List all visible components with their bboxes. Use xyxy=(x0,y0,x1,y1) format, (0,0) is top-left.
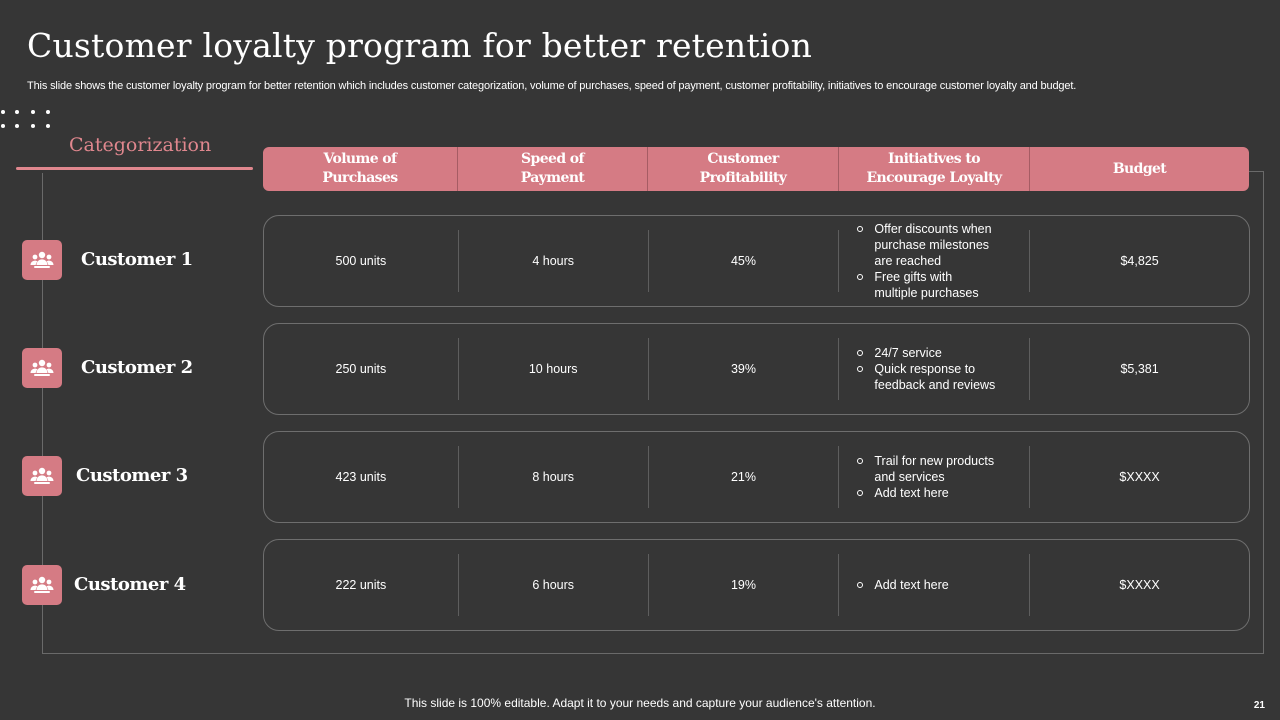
header-speed: Speed of Payment xyxy=(458,147,648,191)
speed-cell: 6 hours xyxy=(459,554,649,616)
table-row: 250 units 10 hours 39% 24/7 service Quic… xyxy=(263,323,1250,415)
volume-cell: 222 units xyxy=(264,554,459,616)
users-group-icon xyxy=(22,348,62,388)
header-initiatives: Initiatives to Encourage Loyalty xyxy=(839,147,1030,191)
initiative-item: Free gifts with multiple purchases xyxy=(855,269,991,301)
table-row: 423 units 8 hours 21% Trail for new prod… xyxy=(263,431,1250,523)
table-row: 500 units 4 hours 45% Offer discounts wh… xyxy=(263,215,1250,307)
users-group-icon xyxy=(22,565,62,605)
profitability-cell: 39% xyxy=(649,338,840,400)
initiatives-cell: Trail for new products and services Add … xyxy=(839,446,1031,508)
budget-cell: $5,381 xyxy=(1120,362,1159,376)
profitability-cell: 45% xyxy=(649,230,840,292)
volume-cell: 500 units xyxy=(264,230,459,292)
profitability-cell: 19% xyxy=(649,554,840,616)
table-header: Volume of Purchases Speed of Payment Cus… xyxy=(263,147,1249,191)
budget-cell: $XXXX xyxy=(1119,470,1160,484)
initiative-item: Add text here xyxy=(855,485,994,501)
initiatives-cell: Offer discounts when purchase milestones… xyxy=(839,222,1031,300)
customer-label: Customer 4 xyxy=(74,574,186,595)
page-number: 21 xyxy=(1253,700,1265,711)
initiatives-cell: Add text here xyxy=(839,554,1031,616)
header-profitability: Customer Profitability xyxy=(648,147,839,191)
header-budget: Budget xyxy=(1112,160,1167,177)
header-volume: Volume of Purchases xyxy=(263,147,458,191)
initiative-item: Offer discounts when purchase milestones… xyxy=(855,221,992,269)
categorization-label: Categorization xyxy=(69,134,212,156)
speed-cell: 8 hours xyxy=(459,446,649,508)
customer-label: Customer 1 xyxy=(81,249,193,270)
users-group-icon xyxy=(22,456,62,496)
customer-label: Customer 2 xyxy=(81,357,193,378)
speed-cell: 10 hours xyxy=(459,338,649,400)
categorization-underline xyxy=(16,167,253,170)
customer-label: Customer 3 xyxy=(76,465,188,486)
volume-cell: 423 units xyxy=(264,446,459,508)
initiative-item: 24/7 service xyxy=(855,345,995,361)
speed-cell: 4 hours xyxy=(459,230,649,292)
initiative-item: Add text here xyxy=(855,577,949,593)
initiative-item: Quick response to feedback and reviews xyxy=(855,361,995,393)
profitability-cell: 21% xyxy=(649,446,840,508)
volume-cell: 250 units xyxy=(264,338,459,400)
budget-cell: $4,825 xyxy=(1120,254,1159,268)
footer-note: This slide is 100% editable. Adapt it to… xyxy=(404,696,876,710)
initiatives-cell: 24/7 service Quick response to feedback … xyxy=(839,338,1031,400)
table-row: 222 units 6 hours 19% Add text here $XXX… xyxy=(263,539,1250,631)
initiative-item: Trail for new products and services xyxy=(855,453,994,485)
slide-subtitle: This slide shows the customer loyalty pr… xyxy=(27,80,1077,92)
slide-title: Customer loyalty program for better rete… xyxy=(27,26,813,65)
users-group-icon xyxy=(22,240,62,280)
budget-cell: $XXXX xyxy=(1119,578,1160,592)
